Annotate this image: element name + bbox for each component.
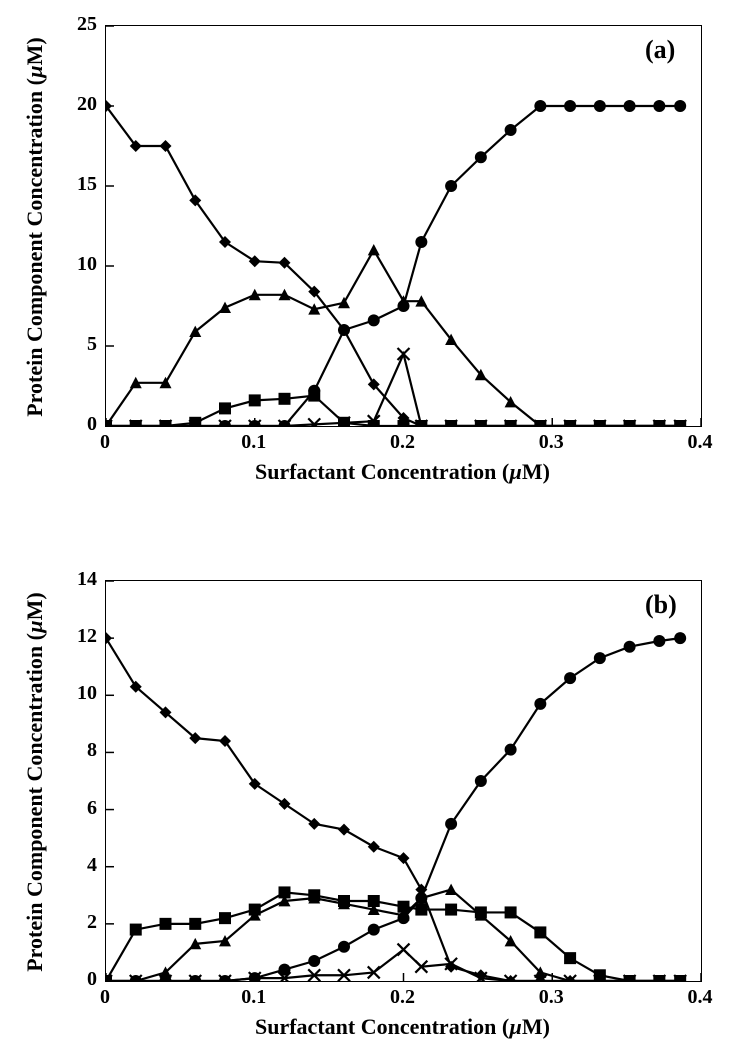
y-tick-label: 14 — [77, 568, 97, 591]
x-tick-label: 0.3 — [526, 986, 576, 1009]
y-tick-label: 4 — [87, 854, 97, 877]
y-tick-label: 5 — [87, 333, 97, 356]
x-tick-label: 0.2 — [378, 986, 428, 1009]
x-axis-label: Surfactant Concentration (µM) — [105, 1014, 700, 1040]
panel-letter: (b) — [645, 590, 677, 620]
plot-area — [105, 580, 702, 982]
y-tick-label: 25 — [77, 13, 97, 36]
x-tick-label: 0.1 — [229, 986, 279, 1009]
x-tick-label: 0.1 — [229, 431, 279, 454]
chart-svg — [106, 581, 701, 981]
y-axis-label: Protein Component Concentration (µM) — [22, 582, 48, 982]
y-tick-label: 10 — [77, 253, 97, 276]
x-tick-label: 0.4 — [675, 431, 725, 454]
chart-svg — [106, 26, 701, 426]
figure: 0 0.1 0.2 0.3 0.4 0 5 10 15 20 25 Surfactant Concen… — [0, 0, 733, 1050]
y-tick-label: 2 — [87, 911, 97, 934]
x-tick-label: 0.3 — [526, 431, 576, 454]
y-axis-label: Protein Component Concentration (µM) — [22, 27, 48, 427]
panel-letter: (a) — [645, 35, 675, 65]
y-tick-label: 12 — [77, 625, 97, 648]
y-tick-label: 6 — [87, 797, 97, 820]
y-tick-label: 0 — [87, 413, 97, 436]
y-tick-label: 20 — [77, 93, 97, 116]
y-tick-label: 0 — [87, 968, 97, 991]
x-tick-label: 0.4 — [675, 986, 725, 1009]
y-tick-label: 15 — [77, 173, 97, 196]
y-tick-label: 10 — [77, 682, 97, 705]
plot-area — [105, 25, 702, 427]
y-tick-label: 8 — [87, 739, 97, 762]
x-axis-label: Surfactant Concentration (µM) — [105, 459, 700, 485]
x-tick-label: 0.2 — [378, 431, 428, 454]
